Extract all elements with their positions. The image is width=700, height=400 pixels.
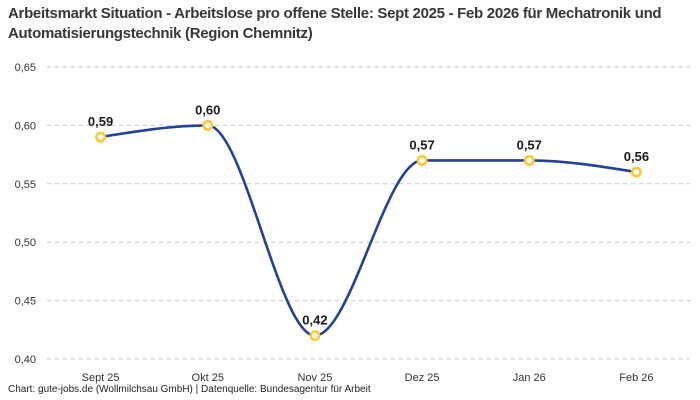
data-point-marker bbox=[523, 154, 535, 166]
chart-attribution: Chart: gute-jobs.de (Wollmilchsau GmbH) … bbox=[8, 384, 371, 395]
x-axis-category-label: Nov 25 bbox=[297, 372, 332, 384]
x-axis-category-label: Sept 25 bbox=[82, 372, 120, 384]
x-axis-category-label: Jan 26 bbox=[513, 372, 546, 384]
y-axis-tick-label: 0,60 bbox=[15, 120, 36, 132]
data-point-marker bbox=[202, 119, 214, 131]
y-axis-tick-label: 0,65 bbox=[15, 62, 36, 74]
data-point-label: 0,42 bbox=[302, 313, 327, 328]
y-axis-tick-label: 0,50 bbox=[15, 237, 36, 249]
y-axis-tick-label: 0,45 bbox=[15, 296, 36, 308]
data-point-marker bbox=[630, 166, 642, 178]
data-point-label: 0,57 bbox=[517, 137, 542, 152]
y-axis-tick-label: 0,55 bbox=[15, 179, 36, 191]
data-point-label: 0,60 bbox=[195, 102, 220, 117]
x-axis-category-label: Okt 25 bbox=[192, 372, 224, 384]
y-axis-tick-label: 0,40 bbox=[15, 354, 36, 366]
data-point-label: 0,56 bbox=[624, 149, 649, 164]
series-line bbox=[99, 124, 638, 337]
x-axis-category-label: Dez 25 bbox=[405, 372, 440, 384]
chart-title: Arbeitsmarkt Situation - Arbeitslose pro… bbox=[8, 5, 662, 42]
data-point-marker bbox=[309, 330, 321, 342]
x-axis-category-label: Feb 26 bbox=[619, 372, 653, 384]
data-point-marker bbox=[416, 154, 428, 166]
data-point-marker bbox=[95, 131, 107, 143]
data-point-label: 0,59 bbox=[88, 114, 113, 129]
data-point-label: 0,57 bbox=[409, 137, 434, 152]
